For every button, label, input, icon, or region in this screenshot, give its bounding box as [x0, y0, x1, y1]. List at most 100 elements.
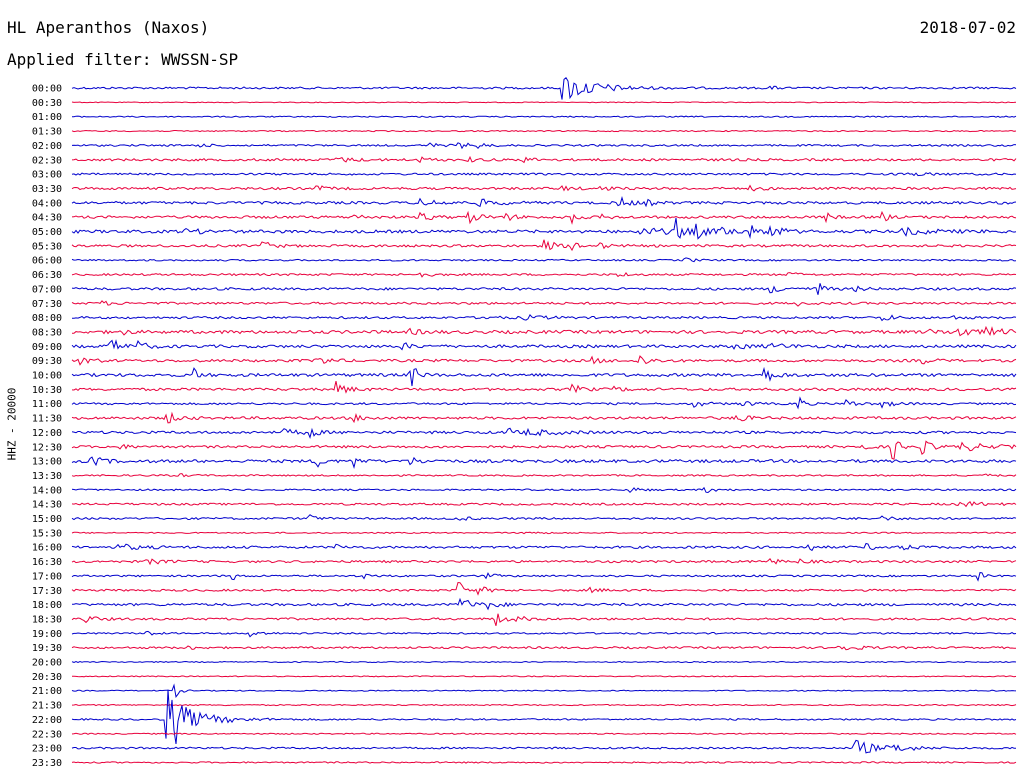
row-time-label: 08:30	[32, 327, 62, 338]
trace-line	[71, 210, 1017, 225]
trace-line	[71, 440, 1017, 460]
row-time-label: 23:00	[32, 744, 62, 755]
row-time-label: 17:00	[32, 571, 62, 582]
row-time-label: 10:00	[32, 371, 62, 382]
trace-line	[71, 501, 1017, 508]
trace-line	[71, 597, 1017, 611]
trace-line	[71, 613, 1017, 626]
row-time-label: 04:30	[32, 213, 62, 224]
trace-line	[71, 142, 1017, 150]
row-time-label: 01:00	[32, 112, 62, 123]
trace-line	[71, 558, 1017, 566]
trace-line	[71, 473, 1017, 478]
row-time-label: 22:00	[32, 715, 62, 726]
trace-line	[71, 572, 1017, 582]
row-time-label: 11:00	[32, 399, 62, 410]
trace-line	[71, 300, 1017, 307]
row-time-label: 00:30	[32, 98, 62, 109]
trace-line	[71, 703, 1017, 707]
trace-line	[71, 155, 1017, 164]
trace-line	[71, 683, 1017, 699]
trace-line	[71, 486, 1017, 494]
trace-line	[71, 283, 1017, 295]
trace-line	[71, 660, 1017, 664]
trace-line	[71, 184, 1017, 192]
row-time-label: 13:00	[32, 457, 62, 468]
row-time-label: 07:00	[32, 284, 62, 295]
row-time-label: 21:30	[32, 701, 62, 712]
row-time-label: 19:00	[32, 629, 62, 640]
row-time-label: 05:00	[32, 227, 62, 238]
station-title: HL Aperanthos (Naxos)	[7, 18, 210, 37]
row-time-label: 15:30	[32, 528, 62, 539]
row-time-label: 11:30	[32, 414, 62, 425]
row-time-label: 20:30	[32, 672, 62, 683]
row-time-label: 14:00	[32, 485, 62, 496]
row-time-label: 06:00	[32, 256, 62, 267]
row-time-label: 06:30	[32, 270, 62, 281]
trace-line	[71, 456, 1017, 469]
row-time-label: 00:00	[32, 84, 62, 95]
row-time-label: 09:30	[32, 356, 62, 367]
trace-line	[71, 366, 1017, 387]
trace-line	[71, 196, 1017, 208]
trace-line	[72, 115, 1017, 118]
row-time-label: 18:30	[32, 614, 62, 625]
trace-line	[71, 675, 1017, 678]
row-time-label: 16:00	[32, 543, 62, 554]
trace-line	[71, 339, 1017, 351]
trace-line	[71, 172, 1017, 177]
row-time-label: 18:00	[32, 600, 62, 611]
trace-line	[71, 257, 1017, 263]
row-time-label: 17:30	[32, 586, 62, 597]
row-time-label: 08:00	[32, 313, 62, 324]
trace-line	[71, 427, 1017, 439]
row-time-label: 02:00	[32, 141, 62, 152]
filter-label: Applied filter: WWSSN-SP	[7, 50, 239, 69]
row-time-label: 03:30	[32, 184, 62, 195]
row-time-label: 07:30	[32, 299, 62, 310]
trace-line	[71, 355, 1017, 366]
trace-line	[71, 645, 1016, 651]
row-time-label: 15:00	[32, 514, 62, 525]
trace-line	[71, 732, 1017, 735]
trace-line	[71, 581, 1017, 596]
trace-line	[71, 101, 1017, 104]
row-time-label: 02:30	[32, 155, 62, 166]
row-time-label: 01:30	[32, 127, 62, 138]
row-time-label: 12:00	[32, 428, 62, 439]
row-time-label: 05:30	[32, 241, 62, 252]
trace-line	[71, 630, 1017, 638]
trace-line	[71, 411, 1017, 424]
row-time-label: 19:30	[32, 643, 62, 654]
row-time-label: 12:30	[32, 442, 62, 453]
row-time-label: 10:30	[32, 385, 62, 396]
row-time-label: 09:00	[32, 342, 62, 353]
trace-line	[71, 129, 1017, 133]
traces	[71, 77, 1017, 764]
trace-line	[71, 542, 1017, 552]
row-time-label: 22:30	[32, 729, 62, 740]
row-time-label: 14:30	[32, 500, 62, 511]
trace-line	[71, 239, 1017, 252]
trace-line	[72, 325, 1017, 337]
trace-line	[71, 77, 1017, 100]
row-time-label: 23:30	[32, 758, 62, 769]
trace-line	[71, 380, 1017, 394]
trace-line	[71, 272, 1017, 278]
row-time-label: 13:30	[32, 471, 62, 482]
trace-line	[71, 739, 1016, 754]
trace-line	[71, 761, 1017, 764]
trace-line	[71, 396, 1017, 410]
row-time-label: 03:00	[32, 170, 62, 181]
row-time-label: 04:00	[32, 198, 62, 209]
trace-line	[71, 531, 1017, 535]
row-time-label: 21:00	[32, 686, 62, 697]
record-date: 2018-07-02	[919, 18, 1016, 37]
row-labels: 00:00 00:30 01:00 01:30 02:00 02:30 03:00 03:30…	[32, 84, 62, 769]
trace-line	[71, 689, 1017, 744]
trace-line	[71, 217, 1017, 240]
row-time-label: 20:00	[32, 658, 62, 669]
trace-line	[71, 514, 1017, 521]
